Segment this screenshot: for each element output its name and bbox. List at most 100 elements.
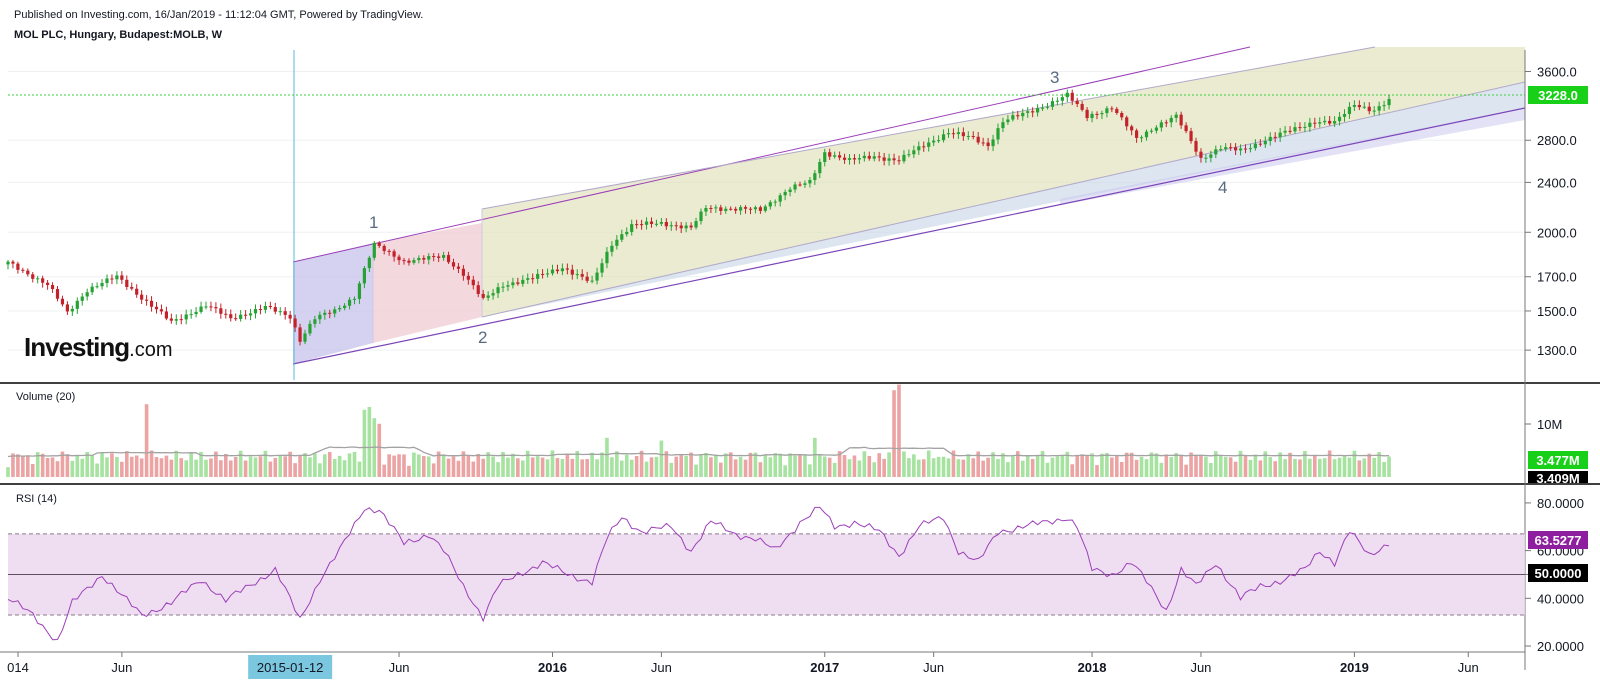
candle (946, 128, 951, 138)
volume-bar (1337, 457, 1342, 477)
candle (872, 151, 876, 162)
candle (1115, 106, 1119, 115)
volume-bar (684, 455, 688, 477)
candle (244, 310, 248, 320)
candle (1293, 122, 1297, 134)
candle (1238, 144, 1243, 156)
candle (461, 265, 465, 281)
candle (476, 281, 480, 298)
volume-bar (357, 461, 362, 477)
price-axis[interactable]: 3600.0 2800.0 2400.0 2000.0 1700.0 1500.0 1300… (1525, 64, 1577, 358)
rsi-pane[interactable]: RSI (14) 80.000060.000050.000040.000020.… (7, 493, 1588, 654)
volume-bar (253, 457, 258, 477)
volume-bar (1016, 451, 1020, 477)
candle (1253, 139, 1257, 151)
volume-bar (481, 458, 485, 477)
volume-bar (248, 456, 253, 477)
candle (689, 222, 693, 231)
candle (1189, 127, 1193, 144)
volume-bar (842, 455, 847, 477)
candle (605, 247, 609, 269)
candle (135, 284, 139, 298)
volume-bar (154, 457, 159, 477)
volume-bar (610, 457, 614, 477)
price-tick-label: 3600.0 (1537, 64, 1577, 79)
volume-bar (951, 450, 956, 477)
volume-bar (748, 452, 753, 477)
candle (36, 275, 40, 284)
candle (313, 315, 317, 328)
volume-bar (813, 437, 817, 477)
rsi-line (7, 506, 1390, 641)
volume-bar (1377, 452, 1381, 477)
volume-bar (738, 456, 743, 477)
volume-bar (857, 460, 862, 477)
volume-bar (649, 457, 654, 477)
candle (922, 141, 926, 152)
volume-bar (1263, 451, 1268, 477)
price-pane[interactable]: 1 2 3 4 3600.0 2800.0 2400.0 2000.0 1700.0 15… (6, 46, 1588, 380)
volume-bar (961, 459, 966, 477)
candle (481, 289, 485, 300)
candle (343, 303, 347, 311)
volume-bar (966, 454, 971, 477)
candle (813, 169, 817, 185)
volume-bar (629, 459, 634, 477)
volume-bar (1243, 455, 1248, 477)
volume-bar (179, 458, 184, 477)
channel-inner-line (481, 81, 1526, 318)
channel-fill-pink (373, 223, 482, 343)
candle (610, 241, 614, 257)
volume-bar (585, 458, 589, 477)
volume-bar (1129, 452, 1134, 477)
volume-bar (644, 461, 649, 477)
volume-bar (818, 454, 822, 477)
candle (521, 275, 525, 287)
candle (1283, 126, 1287, 137)
candle (857, 154, 861, 164)
candle (620, 229, 624, 243)
candle (1357, 100, 1361, 111)
volume-bar (1278, 452, 1282, 477)
volume-bar (525, 450, 530, 477)
volume-bar (1293, 458, 1297, 477)
candle (234, 313, 238, 321)
volume-bar (882, 458, 886, 477)
volume-bar (827, 457, 832, 477)
volume-bar (426, 456, 431, 477)
candle (1006, 115, 1010, 125)
candle (323, 309, 327, 320)
volume-pane[interactable]: Volume (20) 10M 3.477M 3.409M (6, 384, 1588, 486)
candle (956, 127, 960, 139)
volume-bar (199, 451, 203, 477)
time-tick-label: 014 (7, 660, 29, 675)
candle (600, 258, 604, 278)
candle (303, 329, 307, 345)
time-tick-label: Jun (923, 660, 944, 675)
volume-bar (659, 440, 664, 477)
volume-bar (921, 459, 926, 477)
candle (451, 258, 456, 270)
volume-bar (1199, 454, 1203, 477)
volume-bar (446, 458, 451, 477)
candle (442, 251, 446, 261)
volume-bar (11, 453, 15, 477)
candle (11, 259, 15, 269)
volume-bar (1006, 462, 1010, 477)
volume-bar (852, 455, 857, 477)
candle (318, 311, 322, 324)
time-axis[interactable]: 014 Jun 2015-01-12 Jun 2016 Jun 2017 Jun 2018 Jun… (0, 651, 1525, 679)
candle (1288, 126, 1292, 134)
volume-bar (981, 460, 985, 477)
volume-bar (392, 455, 396, 477)
candle (1149, 128, 1154, 134)
candle (1303, 122, 1307, 133)
candle (1011, 110, 1015, 122)
volume-bar (605, 437, 609, 477)
candle (808, 176, 812, 188)
candle (877, 151, 881, 162)
candle (644, 217, 649, 230)
channel-mid-line (481, 46, 1376, 210)
price-tick-label: 2800.0 (1537, 133, 1577, 148)
